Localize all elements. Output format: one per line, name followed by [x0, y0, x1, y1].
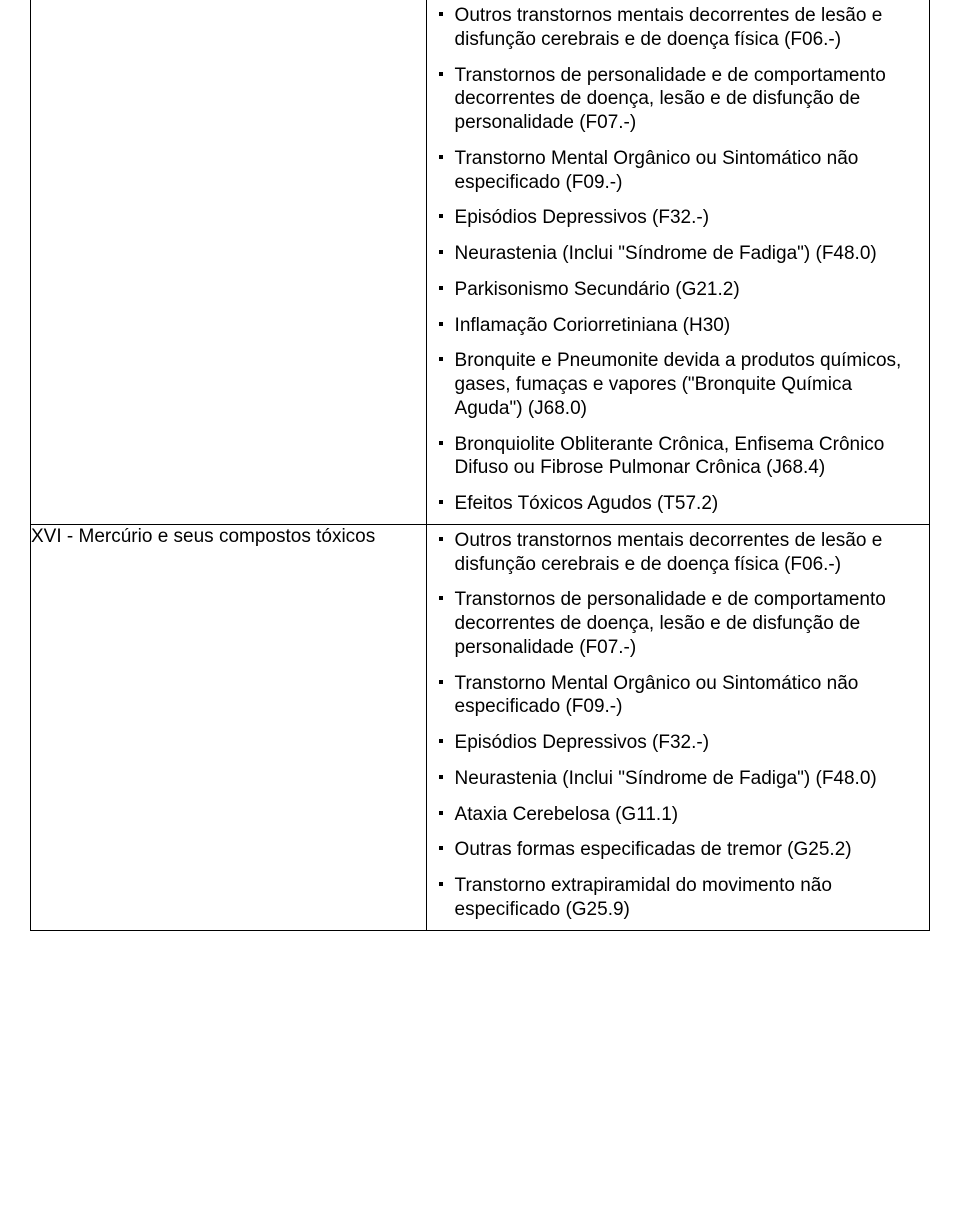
disease-list: Outros transtornos mentais decorrentes d… — [427, 525, 929, 930]
list-item: Transtorno Mental Orgânico ou Sintomátic… — [427, 668, 929, 728]
list-item: Bronquite e Pneumonite devida a produtos… — [427, 345, 929, 428]
list-item: Transtornos de personalidade e de compor… — [427, 60, 929, 143]
list-item: Outros transtornos mentais decorrentes d… — [427, 525, 929, 585]
disease-list: Outros transtornos mentais decorrentes d… — [427, 0, 929, 524]
list-item: Transtorno extrapiramidal do movimento n… — [427, 870, 929, 930]
page: Outros transtornos mentais decorrentes d… — [0, 0, 960, 1220]
list-item: Efeitos Tóxicos Agudos (T57.2) — [427, 488, 929, 524]
list-item: Bronquiolite Obliterante Crônica, Enfise… — [427, 429, 929, 489]
list-item: Ataxia Cerebelosa (G11.1) — [427, 799, 929, 835]
agent-cell — [31, 0, 427, 524]
table-row: Outros transtornos mentais decorrentes d… — [31, 0, 930, 524]
list-item: Outras formas especificadas de tremor (G… — [427, 834, 929, 870]
list-item: Neurastenia (Inclui "Síndrome de Fadiga"… — [427, 763, 929, 799]
diseases-cell: Outros transtornos mentais decorrentes d… — [426, 524, 929, 930]
table-row: XVI - Mercúrio e seus compostos tóxicosO… — [31, 524, 930, 930]
list-item: Transtorno Mental Orgânico ou Sintomátic… — [427, 143, 929, 203]
table-body: Outros transtornos mentais decorrentes d… — [31, 0, 930, 930]
list-item: Episódios Depressivos (F32.-) — [427, 202, 929, 238]
list-item: Inflamação Coriorretiniana (H30) — [427, 310, 929, 346]
list-item: Parkisonismo Secundário (G21.2) — [427, 274, 929, 310]
agent-cell: XVI - Mercúrio e seus compostos tóxicos — [31, 524, 427, 930]
list-item: Outros transtornos mentais decorrentes d… — [427, 0, 929, 60]
diseases-cell: Outros transtornos mentais decorrentes d… — [426, 0, 929, 524]
list-item: Transtornos de personalidade e de compor… — [427, 584, 929, 667]
list-item: Neurastenia (Inclui "Síndrome de Fadiga"… — [427, 238, 929, 274]
list-item: Episódios Depressivos (F32.-) — [427, 727, 929, 763]
main-table: Outros transtornos mentais decorrentes d… — [30, 0, 930, 931]
